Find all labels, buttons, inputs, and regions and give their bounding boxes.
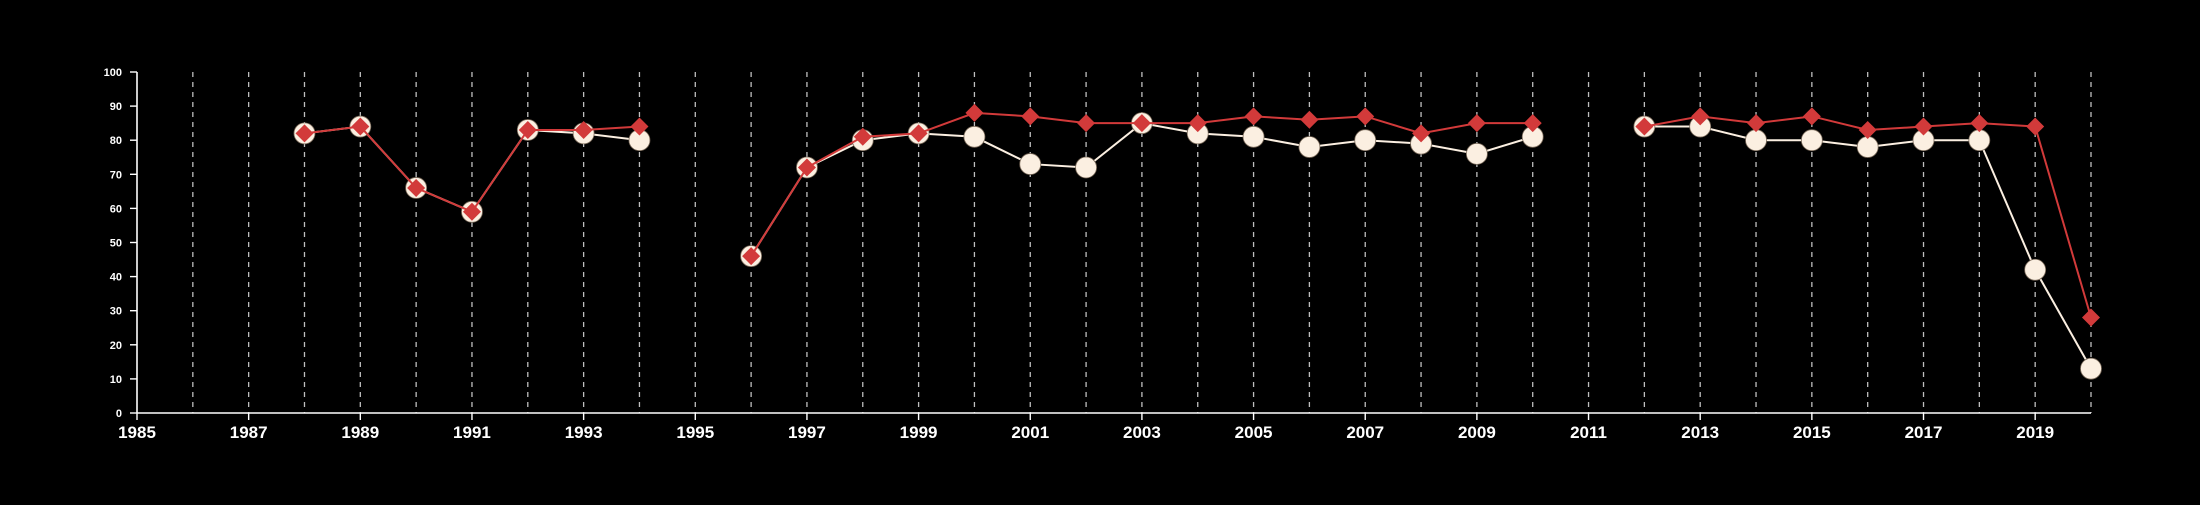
- y-tick-label: 20: [110, 340, 122, 352]
- data-point-circle: [1242, 125, 1265, 148]
- data-point-diamond: [1412, 124, 1431, 143]
- data-point-diamond: [1077, 114, 1096, 133]
- data-point-diamond: [574, 120, 593, 139]
- x-tick-label: 2011: [1570, 423, 1607, 442]
- data-point-diamond: [2026, 117, 2045, 136]
- x-tick-label: 1997: [788, 423, 826, 442]
- x-tick-label: 1993: [565, 423, 603, 442]
- data-point-circle: [1800, 129, 1823, 152]
- data-point-diamond: [1244, 107, 1263, 126]
- data-point-diamond: [1356, 107, 1375, 126]
- x-tick-label: 1987: [230, 423, 268, 442]
- data-point-circle: [2024, 258, 2047, 281]
- x-tick-label: 2017: [1905, 423, 1943, 442]
- data-point-diamond: [909, 124, 928, 143]
- y-tick-label: 50: [110, 238, 122, 250]
- data-point-circle: [2080, 357, 2102, 380]
- data-point-diamond: [1132, 114, 1151, 133]
- x-tick-label: 2013: [1681, 423, 1719, 442]
- data-point-diamond: [797, 158, 816, 177]
- data-point-circle: [1298, 136, 1321, 158]
- x-tick-label: 1995: [676, 423, 714, 442]
- data-point-diamond: [407, 178, 426, 197]
- data-point-diamond: [965, 103, 984, 122]
- x-tick-label: 2009: [1458, 423, 1496, 442]
- data-point-diamond: [1858, 120, 1877, 139]
- y-tick-label: 90: [110, 101, 122, 113]
- x-tick-label: 2005: [1235, 423, 1273, 442]
- data-point-diamond: [295, 124, 314, 143]
- y-tick-label: 70: [110, 169, 122, 181]
- y-tick-label: 10: [110, 374, 122, 386]
- y-tick-label: 60: [110, 203, 122, 215]
- data-point-diamond: [518, 120, 537, 139]
- data-point-circle: [1745, 129, 1767, 152]
- data-point-circle: [1856, 136, 1879, 158]
- data-point-diamond: [2082, 308, 2100, 327]
- data-point-circle: [1075, 156, 1097, 179]
- x-tick-label: 2015: [1793, 423, 1831, 442]
- data-point-circle: [1019, 153, 1042, 175]
- data-point-circle: [1354, 129, 1377, 152]
- data-point-circle: [1465, 142, 1488, 165]
- data-point-diamond: [1970, 114, 1989, 133]
- data-point-diamond: [351, 117, 370, 136]
- y-tick-label: 40: [110, 272, 122, 284]
- data-point-diamond: [1747, 114, 1766, 133]
- x-tick-label: 2007: [1346, 423, 1384, 442]
- data-point-diamond: [1691, 107, 1710, 126]
- series-layer: [293, 103, 2102, 380]
- data-point-diamond: [1021, 107, 1040, 126]
- x-tick-label: 2001: [1011, 423, 1049, 442]
- x-tick-label: 2019: [2016, 423, 2054, 442]
- axis-layer: 0 10 20 30 40 50 60 70 80 90 100 1985 1987 1989 1991 19…: [104, 67, 2091, 442]
- data-point-circle: [963, 125, 986, 148]
- data-point-diamond: [1802, 107, 1821, 126]
- data-point-diamond: [630, 117, 649, 136]
- x-tick-label: 2003: [1123, 423, 1161, 442]
- data-point-diamond: [1635, 117, 1654, 136]
- data-point-diamond: [462, 202, 481, 221]
- data-point-diamond: [1300, 110, 1319, 129]
- x-tick-label: 1985: [118, 423, 156, 442]
- grid-layer: [192, 72, 2092, 413]
- x-tick-label: 1999: [900, 423, 938, 442]
- data-point-diamond: [1523, 114, 1542, 133]
- data-point-diamond: [1914, 117, 1933, 136]
- x-tick-label: 1989: [341, 423, 379, 442]
- y-tick-label: 80: [110, 135, 122, 147]
- data-point-diamond: [1467, 114, 1486, 133]
- x-tick-label: 1991: [453, 423, 491, 442]
- y-tick-label: 0: [116, 408, 122, 420]
- data-point-diamond: [742, 247, 761, 266]
- data-point-diamond: [853, 127, 872, 146]
- y-tick-label: 30: [110, 306, 122, 318]
- series-2: [295, 103, 2100, 327]
- data-point-circle: [1968, 129, 1991, 152]
- data-point-diamond: [1188, 114, 1207, 133]
- y-tick-label: 100: [104, 67, 122, 79]
